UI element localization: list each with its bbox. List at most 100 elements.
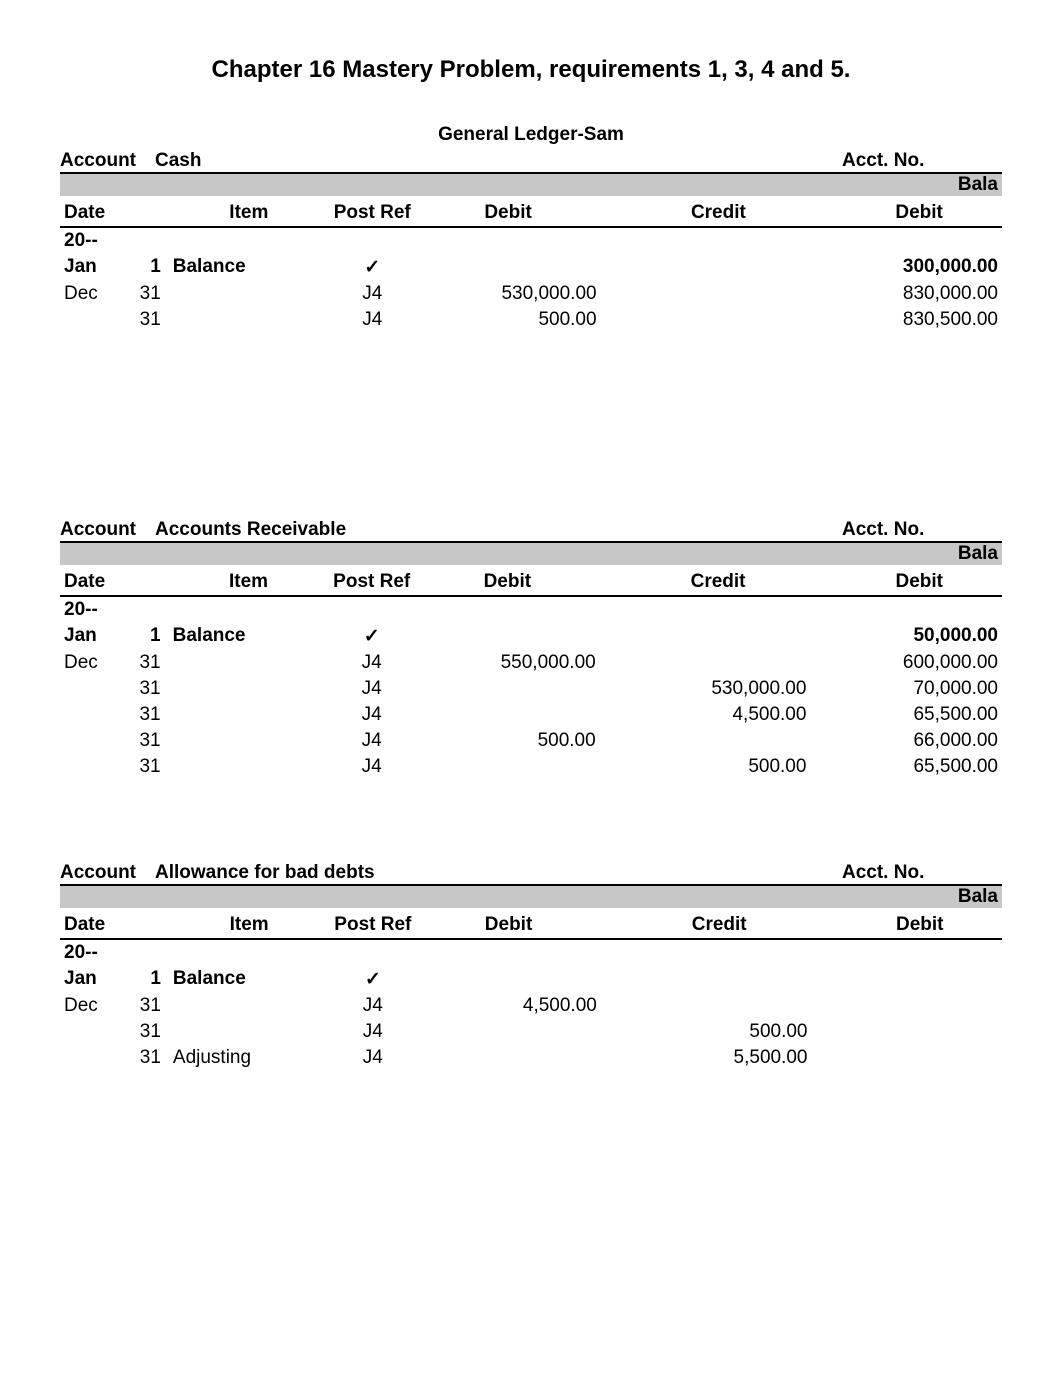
ledgers-container: AccountCashAcct. No.BalaDateItemPost Ref… [60,150,1002,1071]
cell-month: Jan [60,966,122,993]
cell-month [60,728,122,754]
cell-day: 31 [122,1045,169,1071]
col-header-date: Date [60,565,169,596]
col-header-balance-debit: Debit [838,908,1003,939]
balance-truncated-label: Bala [838,543,1002,565]
table-row: 31 J4 500.0065,500.00 [60,754,1002,780]
cell-post-ref: J4 [329,307,416,333]
account-name: Accounts Receivable [155,519,842,541]
table-row: Dec31 J4530,000.00 830,000.00 [60,281,1002,307]
cell-item [169,281,329,307]
col-header-item: Item [169,908,330,939]
cell-post-ref: J4 [328,650,415,676]
cell-item [169,676,329,702]
col-header-balance-debit: Debit [836,565,1002,596]
cell-post-ref: J4 [328,754,415,780]
page-title: Chapter 16 Mastery Problem, requirements… [60,56,1002,84]
cell-day: 1 [122,254,169,281]
cell-month [60,307,122,333]
cell-day: 31 [122,754,168,780]
cell-month: Jan [60,623,122,650]
cell-month [60,754,122,780]
ledger-block: AccountCashAcct. No.BalaDateItemPost Ref… [60,150,1002,489]
cell-item [169,1019,330,1045]
cell-post-ref: ✓ [328,623,415,650]
cell-month [60,702,122,728]
cell-day: 1 [122,623,168,650]
col-header-postref: Post Ref [329,196,416,227]
ledger-table: DateItemPost RefDebitCreditDebit20--Jan1… [60,196,1002,489]
cell-debit: 500.00 [415,728,626,754]
cell-balance-debit: 65,500.00 [836,702,1002,728]
cell-debit [415,676,626,702]
col-header-debit: Debit [416,908,627,939]
cell-balance-debit: 65,500.00 [836,754,1002,780]
account-header-row: AccountAccounts ReceivableAcct. No. [60,519,1002,541]
table-row: Jan1Balance✓ [60,966,1002,993]
col-header-date: Date [60,908,169,939]
account-number-label: Acct. No. [842,519,1002,541]
col-header-postref: Post Ref [329,908,416,939]
col-header-postref: Post Ref [328,565,415,596]
cell-debit [415,702,626,728]
table-row: 31J4530,000.0070,000.00 [60,676,1002,702]
ledger-table: DateItemPost RefDebitCreditDebit20--Jan1… [60,565,1002,832]
cell-day: 31 [122,281,169,307]
cell-balance-debit: 830,000.00 [836,281,1002,307]
cell-debit: 4,500.00 [416,993,627,1019]
col-header-credit: Credit [627,196,837,227]
cell-balance-debit: 600,000.00 [836,650,1002,676]
year-cell: 20-- [60,939,122,966]
cell-post-ref: J4 [329,1045,416,1071]
account-number-label: Acct. No. [842,862,1002,884]
table-row: 31AdjustingJ4 5,500.00 [60,1045,1002,1071]
cell-day: 31 [122,676,168,702]
col-header-item: Item [169,565,329,596]
cell-post-ref: J4 [328,676,415,702]
cell-debit [416,1045,627,1071]
cell-credit: 500.00 [627,1019,838,1045]
col-header-balance-debit: Debit [836,196,1002,227]
cell-balance-debit: 66,000.00 [836,728,1002,754]
cell-credit [626,623,837,650]
table-row: Dec31J4550,000.00600,000.00 [60,650,1002,676]
cell-month: Dec [60,281,122,307]
cell-credit: 5,500.00 [627,1045,838,1071]
account-label: Account [60,862,155,884]
balance-truncated-label: Bala [838,174,1002,196]
account-label: Account [60,519,155,541]
cell-balance-debit: 830,500.00 [836,307,1002,333]
cell-credit [626,728,837,754]
balance-strip: Bala [60,172,1002,196]
cell-credit [627,966,838,993]
cell-post-ref: J4 [328,728,415,754]
table-row: Jan1Balance✓50,000.00 [60,623,1002,650]
cell-post-ref: J4 [328,702,415,728]
cell-balance-debit [838,966,1003,993]
cell-credit: 530,000.00 [626,676,837,702]
cell-item [169,754,329,780]
cell-credit [626,650,837,676]
cell-debit: 530,000.00 [416,281,627,307]
cell-item: Balance [169,254,329,281]
cell-balance-debit: 50,000.00 [836,623,1002,650]
year-cell: 20-- [60,596,122,623]
ledger-block: AccountAllowance for bad debtsAcct. No.B… [60,862,1002,1071]
cell-day: 31 [122,307,169,333]
cell-post-ref: J4 [329,281,416,307]
cell-month: Jan [60,254,122,281]
cell-credit: 4,500.00 [626,702,837,728]
ledger-block: AccountAccounts ReceivableAcct. No.BalaD… [60,519,1002,832]
cell-day: 31 [122,702,168,728]
cell-debit [416,254,627,281]
year-row: 20-- [60,227,1002,254]
cell-post-ref: J4 [329,993,416,1019]
cell-day: 31 [122,1019,169,1045]
blank-row [60,780,1002,806]
cell-day: 31 [122,650,168,676]
cell-credit: 500.00 [626,754,837,780]
cell-item: Adjusting [169,1045,330,1071]
col-header-debit: Debit [416,196,627,227]
account-header-row: AccountCashAcct. No. [60,150,1002,172]
year-row: 20-- [60,596,1002,623]
